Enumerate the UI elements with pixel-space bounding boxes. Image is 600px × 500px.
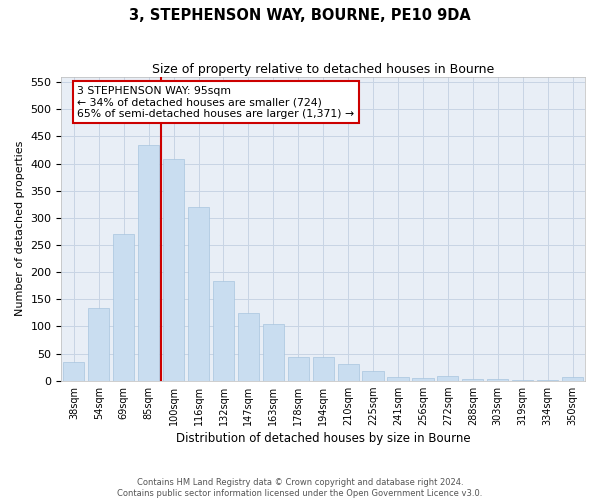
Bar bbox=[437, 376, 458, 380]
Title: Size of property relative to detached houses in Bourne: Size of property relative to detached ho… bbox=[152, 62, 494, 76]
Bar bbox=[238, 313, 259, 380]
Bar bbox=[487, 379, 508, 380]
Bar bbox=[113, 234, 134, 380]
Y-axis label: Number of detached properties: Number of detached properties bbox=[15, 141, 25, 316]
Bar bbox=[188, 207, 209, 380]
Bar bbox=[63, 362, 85, 380]
Bar bbox=[213, 282, 234, 380]
Bar bbox=[362, 371, 383, 380]
Bar bbox=[287, 357, 309, 380]
Text: Contains HM Land Registry data © Crown copyright and database right 2024.
Contai: Contains HM Land Registry data © Crown c… bbox=[118, 478, 482, 498]
Text: 3, STEPHENSON WAY, BOURNE, PE10 9DA: 3, STEPHENSON WAY, BOURNE, PE10 9DA bbox=[129, 8, 471, 22]
Bar bbox=[562, 377, 583, 380]
Bar bbox=[313, 357, 334, 380]
Bar bbox=[412, 378, 434, 380]
Text: 3 STEPHENSON WAY: 95sqm
← 34% of detached houses are smaller (724)
65% of semi-d: 3 STEPHENSON WAY: 95sqm ← 34% of detache… bbox=[77, 86, 354, 119]
Bar bbox=[263, 324, 284, 380]
Bar bbox=[138, 144, 159, 380]
Bar bbox=[462, 378, 484, 380]
Bar bbox=[388, 377, 409, 380]
Bar bbox=[163, 159, 184, 380]
Bar bbox=[338, 364, 359, 380]
Bar bbox=[88, 308, 109, 380]
X-axis label: Distribution of detached houses by size in Bourne: Distribution of detached houses by size … bbox=[176, 432, 470, 445]
